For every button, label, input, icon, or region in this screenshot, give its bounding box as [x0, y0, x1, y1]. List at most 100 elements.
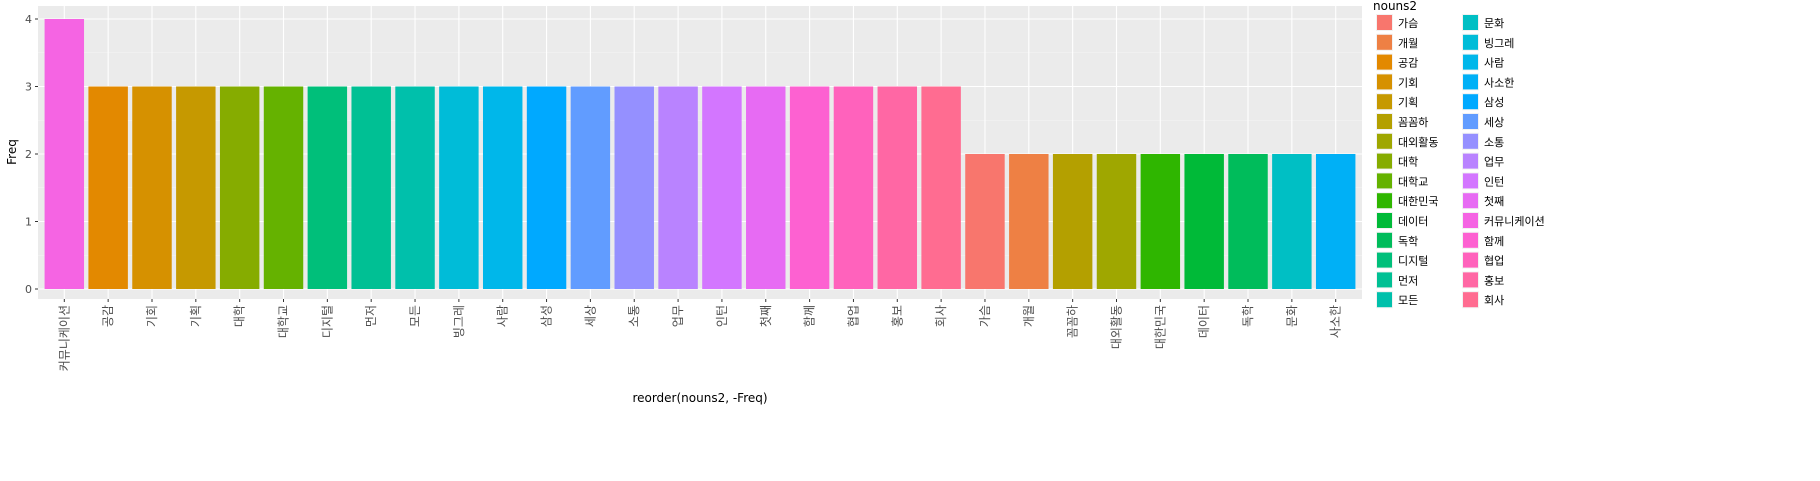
bar-데이터	[1184, 154, 1224, 289]
bar-협업	[833, 86, 874, 289]
legend-label-소통: 소통	[1484, 136, 1504, 149]
legend-label-대한민국: 대한민국	[1398, 195, 1438, 208]
legend-label-첫째: 첫째	[1484, 195, 1504, 208]
x-tick-label-데이터: 데이터	[1197, 305, 1211, 338]
x-tick-label-삼성: 삼성	[540, 305, 554, 327]
bar-사람	[482, 86, 523, 289]
x-tick-label-대외활동: 대외활동	[1109, 305, 1123, 349]
bar-디지털	[307, 86, 348, 289]
legend-swatch-함께	[1463, 232, 1478, 248]
legend-label-꼼꼼하: 꼼꼼하	[1398, 115, 1428, 129]
legend-swatch-먼저	[1377, 272, 1392, 288]
bar-업무	[658, 86, 698, 289]
x-tick-label-세상: 세상	[583, 305, 597, 327]
x-tick-label-대학교: 대학교	[277, 305, 291, 338]
legend-swatch-홍보	[1463, 272, 1478, 288]
legend-swatch-대학	[1377, 153, 1392, 169]
y-tick-label: 3	[25, 81, 32, 94]
y-tick-label: 2	[25, 148, 32, 161]
x-tick-label-대학: 대학	[233, 305, 247, 327]
legend-label-협업: 협업	[1484, 255, 1504, 268]
legend-label-가슴: 가슴	[1398, 17, 1418, 30]
legend-label-삼성: 삼성	[1484, 96, 1504, 109]
bar-공감	[88, 86, 128, 289]
bar-커뮤니케이션	[44, 19, 85, 289]
legend-label-사람: 사람	[1484, 57, 1504, 70]
bars	[44, 19, 1356, 289]
x-tick-label-인턴: 인턴	[715, 305, 729, 327]
legend-label-데이터: 데이터	[1398, 215, 1428, 228]
legend-swatch-모든	[1377, 292, 1392, 308]
legend-swatch-문화	[1463, 15, 1478, 30]
legend-swatch-회사	[1463, 292, 1478, 308]
legend-swatch-사람	[1463, 54, 1478, 70]
y-axis-title: Freq	[5, 139, 19, 165]
bar-먼저	[351, 86, 391, 289]
legend-swatch-사소한	[1463, 74, 1478, 90]
bar-회사	[921, 86, 961, 289]
legend-label-대외활동: 대외활동	[1398, 135, 1438, 149]
x-tick-label-홍보: 홍보	[890, 305, 904, 327]
legend-label-세상: 세상	[1484, 116, 1504, 129]
legend-label-빙그레: 빙그레	[1484, 37, 1514, 50]
x-tick-label-커뮤니케이션: 커뮤니케이션	[57, 305, 71, 371]
legend-label-커뮤니케이션: 커뮤니케이션	[1484, 215, 1545, 228]
legend-label-공감: 공감	[1398, 57, 1418, 70]
legend-swatch-인턴	[1463, 173, 1478, 189]
legend-label-기회: 기회	[1398, 76, 1418, 89]
bar-소통	[614, 86, 654, 289]
legend-swatch-기획	[1377, 94, 1392, 110]
x-tick-label-디지털: 디지털	[320, 305, 334, 338]
x-tick-label-함께: 함께	[803, 305, 817, 327]
x-tick-label-가슴: 가슴	[978, 305, 992, 327]
x-tick-label-독학: 독학	[1241, 305, 1255, 327]
legend-label-함께: 함께	[1484, 235, 1504, 248]
x-tick-label-사소한: 사소한	[1329, 305, 1343, 338]
y-tick-label: 4	[25, 13, 32, 26]
x-axis-title: reorder(nouns2, -Freq)	[632, 391, 767, 405]
legend-swatch-독학	[1377, 232, 1392, 248]
bar-함께	[789, 86, 830, 289]
bar-빙그레	[439, 86, 479, 289]
legend-swatch-첫째	[1463, 193, 1478, 209]
bar-첫째	[746, 86, 786, 289]
x-tick-label-개월: 개월	[1022, 305, 1036, 327]
legend-swatch-삼성	[1463, 94, 1478, 110]
x-tick-label-협업: 협업	[846, 305, 860, 327]
legend-label-인턴: 인턴	[1484, 175, 1504, 188]
x-tick-label-공감: 공감	[101, 305, 115, 327]
legend-swatch-기회	[1377, 74, 1392, 90]
bar-인턴	[702, 86, 742, 289]
legend-swatch-가슴	[1377, 15, 1392, 30]
legend-swatch-대한민국	[1377, 193, 1392, 209]
bar-문화	[1272, 154, 1312, 289]
bar-독학	[1228, 154, 1268, 289]
bar-개월	[1009, 154, 1049, 289]
bar-모든	[395, 86, 435, 289]
x-tick-label-기획: 기획	[189, 305, 203, 327]
legend-title: nouns2	[1373, 0, 1417, 13]
bar-대학	[219, 86, 260, 289]
x-axis: 커뮤니케이션 공감 기회 기획 대학 대학교 디지털 먼저 모든 빙그레 사람 삼성 세상 소통 업무 인턴 첫…	[57, 299, 1343, 371]
x-tick-label-대한민국: 대한민국	[1153, 305, 1167, 349]
x-tick-label-업무: 업무	[671, 305, 685, 327]
legend-label-회사: 회사	[1484, 294, 1504, 307]
x-tick-label-회사: 회사	[934, 305, 948, 327]
bar-기회	[132, 86, 172, 289]
legend-label-업무: 업무	[1484, 156, 1504, 169]
bar-대학교	[263, 86, 304, 289]
bar-세상	[570, 86, 611, 289]
x-tick-label-첫째: 첫째	[759, 305, 773, 327]
y-tick-label: 1	[25, 216, 32, 229]
y-tick-label: 0	[25, 283, 32, 296]
legend-label-독학: 독학	[1398, 235, 1418, 248]
y-axis: 0 1 2 3 4	[25, 13, 38, 296]
x-tick-label-꼼꼼하: 꼼꼼하	[1066, 305, 1080, 338]
bar-대한민국	[1140, 154, 1181, 289]
bar-대외활동	[1096, 154, 1137, 289]
x-tick-label-문화: 문화	[1285, 305, 1299, 327]
bar-꼼꼼하	[1052, 154, 1093, 289]
legend-label-모든: 모든	[1398, 294, 1418, 307]
